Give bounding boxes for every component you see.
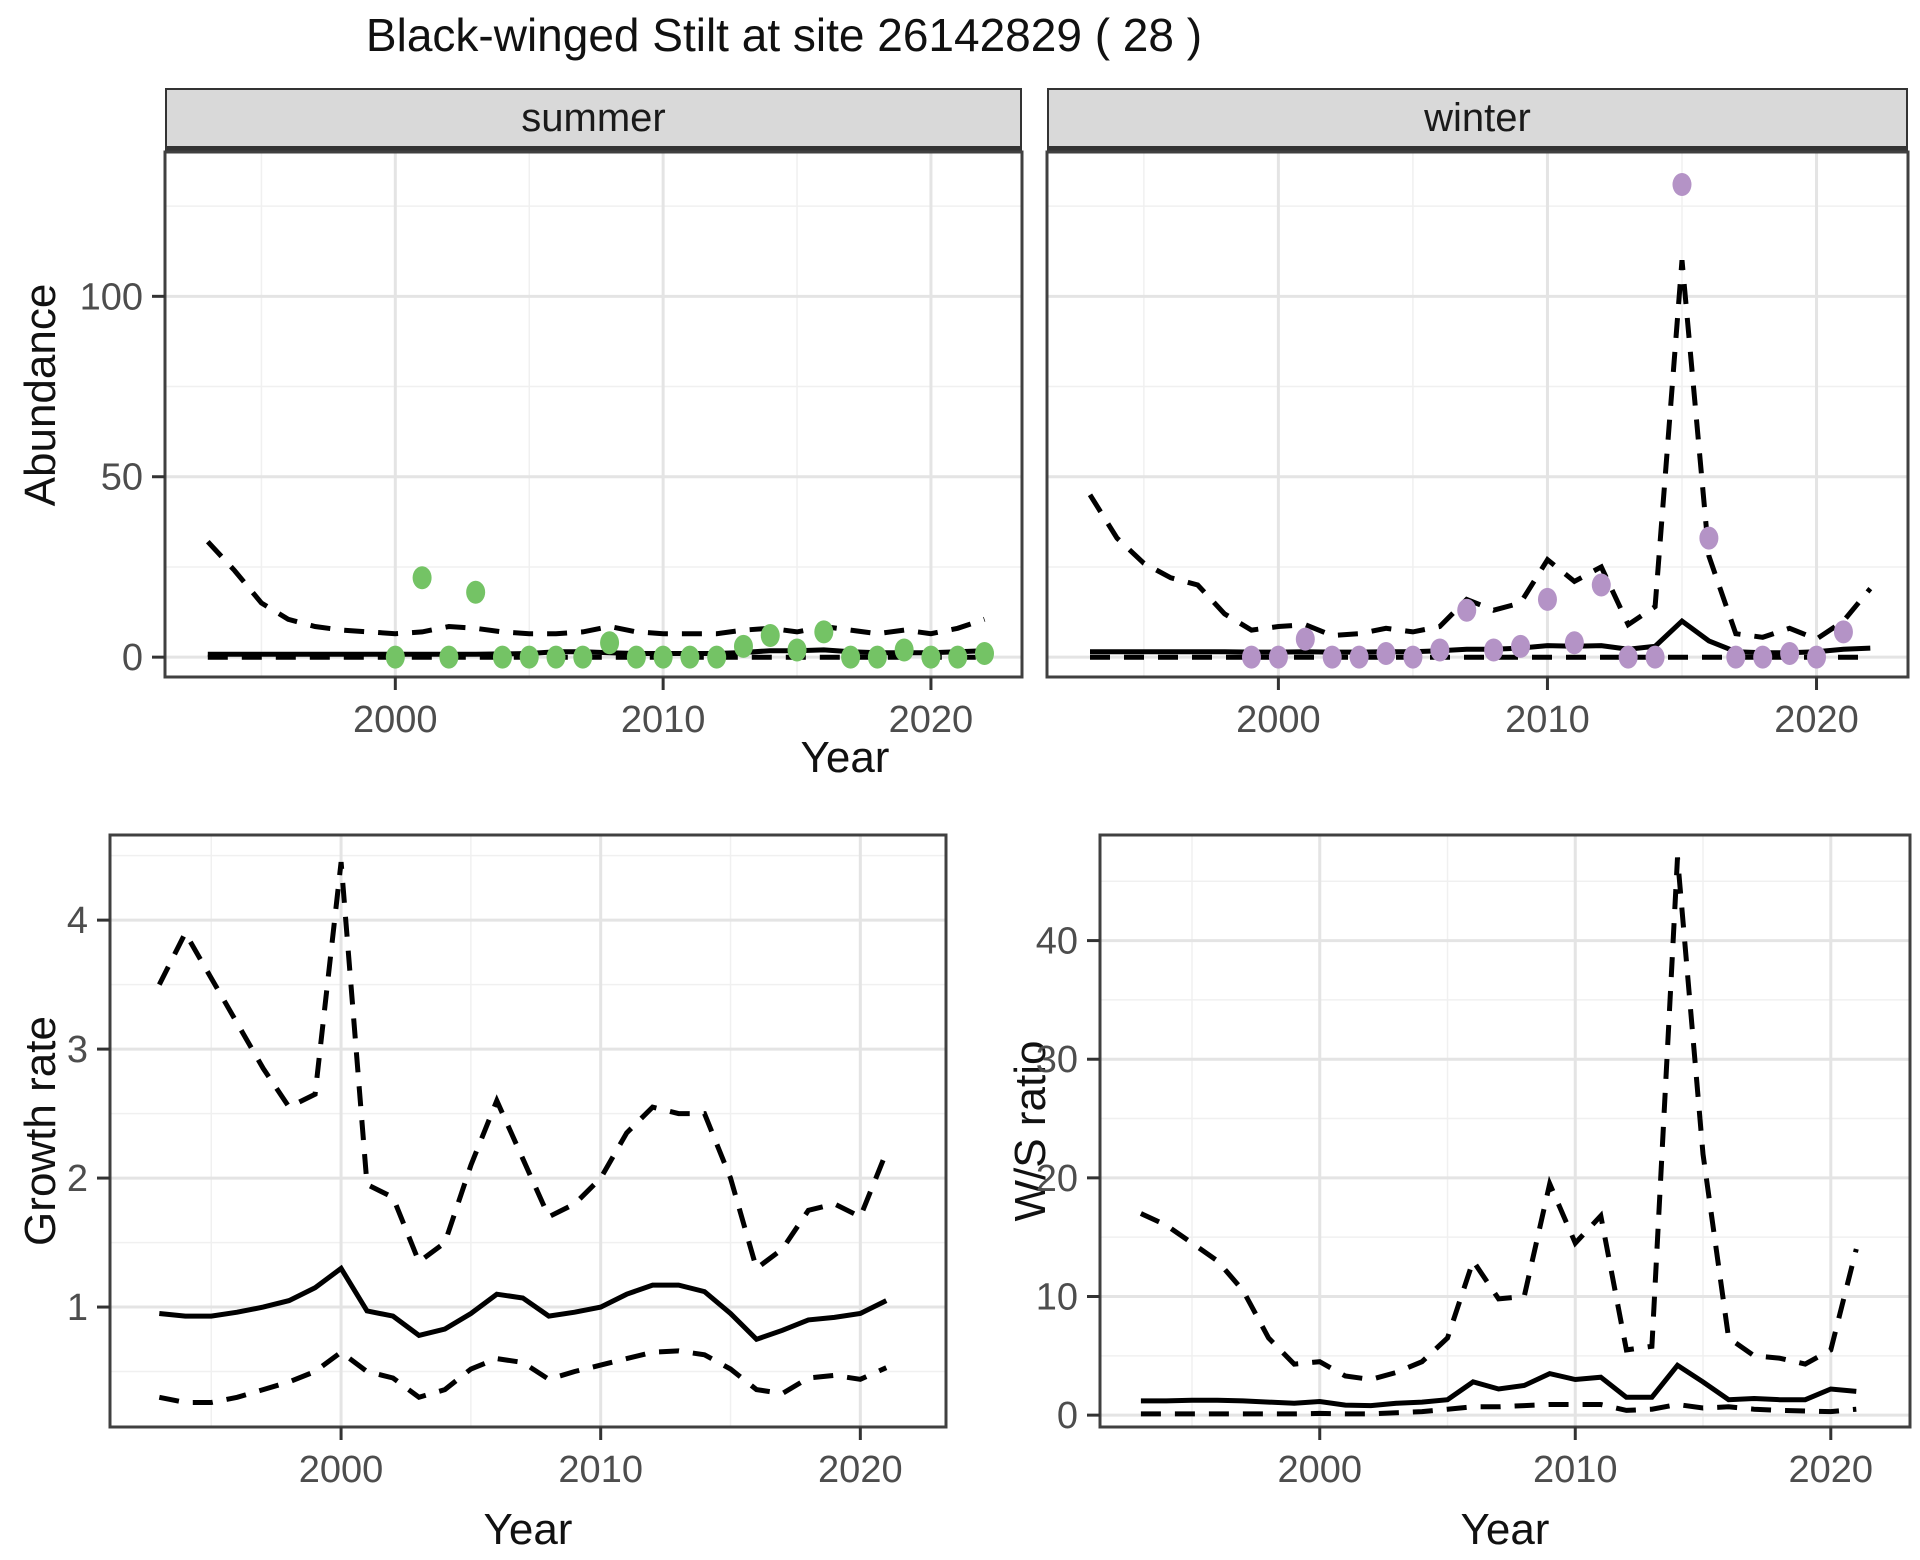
data-point-abundance-winter [1833,620,1853,644]
series-lower-ci [1140,1401,1857,1417]
data-point-abundance-summer [707,645,727,669]
x-tick-label: 2020 [1774,699,1859,741]
panel-border [1045,150,1910,679]
series-upper-ci [205,540,986,637]
data-point-abundance-summer [385,645,405,669]
data-point-abundance-summer [492,645,512,669]
y-tick-label: 10 [1036,1276,1078,1318]
data-point-abundance-summer [626,645,646,669]
data-point-abundance-winter [1780,642,1800,666]
panel-growth-rate: 2000 2010 2020 1 2 3 4 [67,833,948,1491]
series-median [1140,1361,1857,1409]
data-point-abundance-summer [466,580,486,604]
data-point-abundance-summer [814,620,834,644]
data-point-abundance-winter [1349,645,1369,669]
facet-strip-winter-label: winter [1424,95,1531,140]
x-tick-label: 2010 [1505,699,1590,741]
data-point-abundance-winter [1537,587,1557,611]
x-tick-label: 2020 [1789,1449,1874,1491]
x-axis-label-year-ws: Year [1460,1505,1550,1554]
y-tick-label: 3 [67,1029,88,1071]
x-tick-label: 2000 [1236,699,1321,741]
panel-abundance-summer: 2000 2010 2020 0 50 100 [80,150,1024,741]
panel-border [163,150,1024,679]
data-point-abundance-winter [1376,642,1396,666]
data-point-abundance-winter [1672,172,1692,196]
data-point-abundance-summer [439,645,459,669]
data-point-abundance-winter [1591,573,1611,597]
data-point-abundance-winter [1564,631,1584,655]
y-tick-label: 30 [1036,1039,1078,1081]
x-tick-label: 2000 [1277,1449,1362,1491]
y-axis-label-growth-rate: Growth rate [16,1016,65,1246]
data-point-abundance-summer [921,645,941,669]
data-point-abundance-summer [600,631,620,655]
x-tick-label: 2000 [299,1449,384,1491]
y-tick-label: 1 [67,1287,88,1329]
facet-strip-summer: summer [165,88,1022,152]
data-point-abundance-winter [1484,638,1504,662]
y-tick-label: 20 [1036,1158,1078,1200]
data-point-abundance-winter [1645,645,1665,669]
series-upper-ci [1087,259,1873,642]
data-point-abundance-summer [894,638,914,662]
data-point-abundance-summer [546,645,566,669]
x-tick-label: 2010 [621,699,706,741]
data-point-abundance-summer [733,634,753,658]
x-tick-label: 2020 [889,699,974,741]
panel-ws-ratio: 2000 2010 2020 0 10 20 30 40 [1036,833,1912,1491]
x-tick-label: 2010 [1533,1449,1618,1491]
data-point-abundance-winter [1241,645,1261,669]
series-lower-ci [158,1348,888,1405]
data-point-abundance-winter [1457,598,1477,622]
data-point-abundance-winter [1403,645,1423,669]
x-tick-label: 2010 [558,1449,643,1491]
y-tick-label: 4 [67,900,88,942]
facet-strip-winter: winter [1047,88,1908,152]
y-tick-label: 100 [80,276,143,318]
data-point-abundance-summer [680,645,700,669]
data-point-abundance-winter [1430,638,1450,662]
y-axis-label-abundance: Abundance [16,283,65,507]
panel-border [1098,833,1912,1429]
data-point-abundance-winter [1753,645,1773,669]
data-point-abundance-summer [867,645,887,669]
data-point-abundance-winter [1322,645,1342,669]
x-axis-label-year-top: Year [800,733,890,782]
panel-abundance-winter: 2000 2010 2020 [1045,150,1910,741]
data-point-abundance-winter [1511,634,1531,658]
y-tick-label: 50 [101,457,143,499]
series-upper-ci [1139,857,1859,1383]
data-point-abundance-winter [1807,645,1827,669]
data-point-abundance-summer [653,645,673,669]
data-point-abundance-summer [760,624,780,648]
data-point-abundance-winter [1268,645,1288,669]
panel-border [108,833,948,1429]
x-tick-label: 2020 [818,1449,903,1491]
y-tick-label: 0 [1057,1395,1078,1437]
data-point-abundance-winter [1699,526,1719,550]
data-point-abundance-summer [412,566,432,590]
data-point-abundance-winter [1295,627,1315,651]
data-point-abundance-summer [519,645,539,669]
y-tick-label: 2 [67,1158,88,1200]
series-median [1090,617,1871,656]
x-tick-label: 2000 [353,699,438,741]
data-point-abundance-summer [841,645,861,669]
series-median [207,647,985,657]
series-median [159,1264,888,1343]
data-point-abundance-summer [975,642,995,666]
x-axis-label-year-growth: Year [483,1505,573,1554]
y-tick-label: 0 [122,637,143,679]
data-point-abundance-summer [573,645,593,669]
series-upper-ci [157,861,889,1273]
data-point-abundance-summer [787,638,807,662]
facet-strip-summer-label: summer [521,95,666,140]
data-point-abundance-winter [1618,645,1638,669]
y-tick-label: 40 [1036,921,1078,963]
chart-title: Black-winged Stilt at site 26142829 ( 28… [365,9,1203,61]
data-point-abundance-summer [948,645,968,669]
data-point-abundance-winter [1726,645,1746,669]
